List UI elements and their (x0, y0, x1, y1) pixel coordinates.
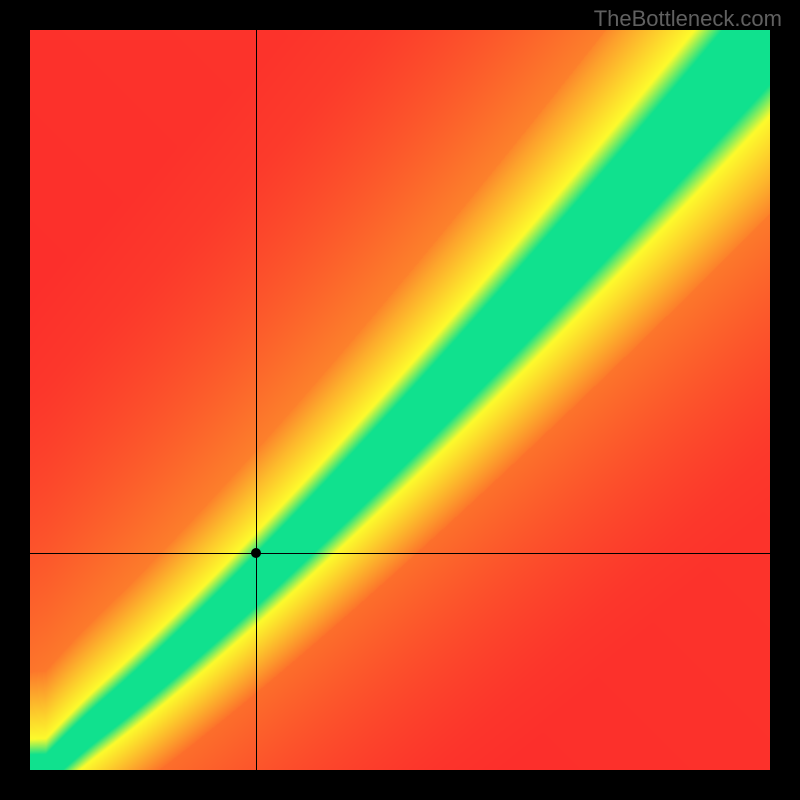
plot-area (30, 30, 770, 770)
crosshair-vertical (256, 30, 257, 770)
heatmap-canvas (30, 30, 770, 770)
chart-container: TheBottleneck.com (0, 0, 800, 800)
crosshair-horizontal (30, 553, 770, 554)
crosshair-marker (251, 548, 261, 558)
watermark-text: TheBottleneck.com (594, 6, 782, 32)
